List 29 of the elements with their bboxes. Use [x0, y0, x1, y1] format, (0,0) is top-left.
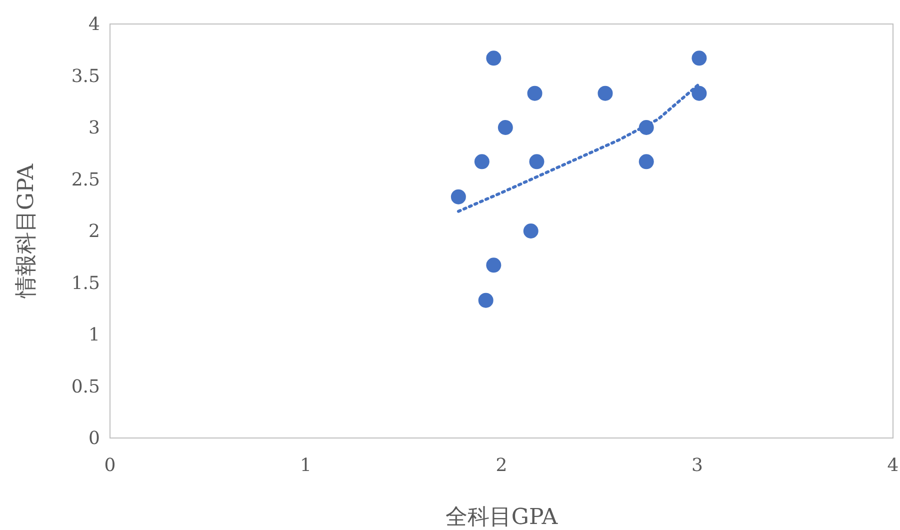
x-tick-label: 0	[104, 455, 116, 476]
x-tick-label: 1	[300, 455, 312, 476]
y-axis-title: 情報科目GPA	[14, 162, 39, 300]
point	[474, 154, 490, 170]
y-tick-label: 2	[88, 221, 100, 242]
y-tick-label: 1	[88, 324, 100, 346]
x-tick-label: 3	[692, 455, 703, 476]
point	[527, 86, 542, 101]
point	[692, 50, 707, 66]
x-tick-label: 2	[496, 455, 508, 476]
point	[450, 189, 466, 204]
point	[486, 258, 502, 273]
y-tick-label: 4	[88, 14, 100, 35]
point	[498, 120, 513, 135]
x-tick-label: 4	[887, 455, 899, 476]
y-tick-label: 0	[88, 428, 100, 449]
y-tick-label: 1.5	[71, 272, 100, 294]
point	[692, 86, 707, 101]
point	[478, 292, 494, 308]
point	[529, 154, 544, 170]
y-tick-label: 3	[88, 118, 100, 138]
y-tick-label: 0.5	[71, 376, 100, 398]
point	[638, 154, 654, 170]
y-tick-label: 2.5	[71, 169, 100, 190]
point	[486, 50, 502, 66]
y-tick-label: 3.5	[71, 66, 100, 87]
x-axis-title: 全科目GPA	[445, 505, 559, 530]
point	[598, 86, 613, 101]
point	[523, 224, 538, 238]
